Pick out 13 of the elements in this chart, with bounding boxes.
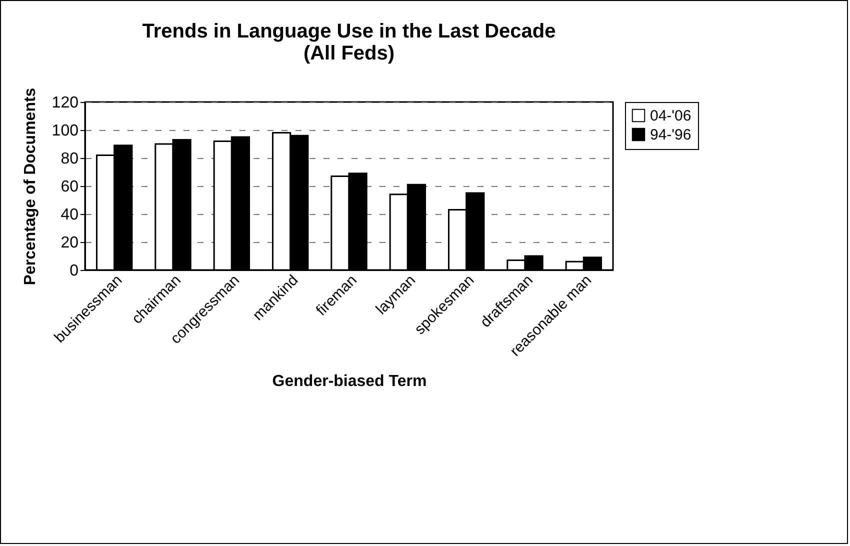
- y-tick-label: 20: [60, 234, 79, 252]
- legend-label: 94-'96: [650, 126, 692, 144]
- x-axis-title: Gender-biased Term: [272, 373, 427, 390]
- y-tick-label: 100: [52, 122, 79, 140]
- y-tick-label: 40: [60, 206, 79, 224]
- y-tick-label: 80: [60, 150, 79, 168]
- legend-label: 04-'06: [650, 108, 692, 124]
- y-tick-label: 0: [70, 262, 79, 280]
- y-tick-label: 120: [52, 94, 79, 112]
- text: (All Feds): [303, 42, 395, 64]
- text: Trends in Language Use in the Last Decade: [142, 20, 556, 42]
- y-axis-title: Percentage of Documents: [22, 88, 39, 286]
- y-tick-label: 60: [60, 178, 79, 196]
